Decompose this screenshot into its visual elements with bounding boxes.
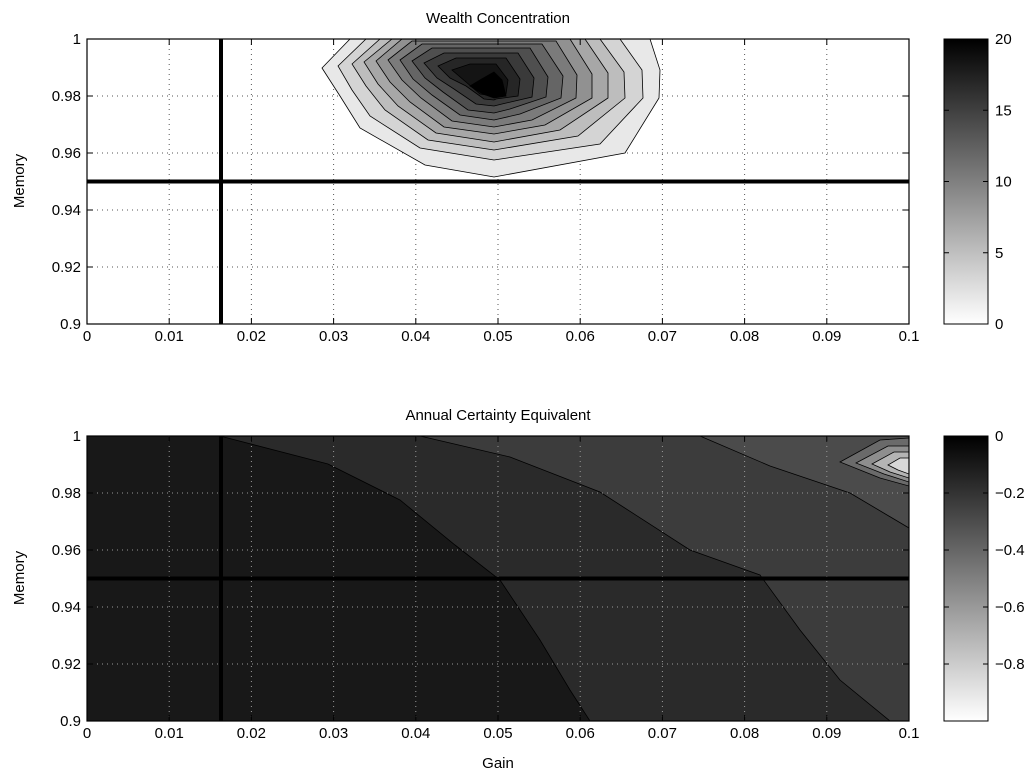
- bottom-y-tick-label: 1: [73, 428, 81, 445]
- top-x-tick-label: 0.05: [483, 328, 512, 345]
- bottom-y-tick-label: 0.96: [52, 542, 81, 559]
- top-panel: Wealth Concentration 0 0.01 0.02 0.03 0.04 0.…: [11, 10, 1012, 345]
- top-y-tick-label: 0.94: [52, 202, 81, 219]
- top-y-tick-label: 0.98: [52, 88, 81, 105]
- top-x-tick-label: 0.08: [730, 328, 759, 345]
- bottom-colorbar-tick-label: −0.4: [995, 542, 1025, 559]
- bottom-colorbar-tick-label: −0.6: [995, 599, 1025, 616]
- bottom-x-tick-label: 0.05: [483, 725, 512, 742]
- bottom-x-axis-label: Gain: [482, 755, 514, 772]
- bottom-x-tick-label: 0.06: [566, 725, 595, 742]
- bottom-panel: Annual Certainty Equivalent 0 0.01 0.02 0.0…: [11, 407, 1025, 772]
- top-colorbar-tick-label: 15: [995, 102, 1012, 119]
- bottom-gridlines: [87, 436, 909, 721]
- top-x-tick-label: 0.02: [237, 328, 266, 345]
- top-x-tick-label: 0.07: [648, 328, 677, 345]
- bottom-chart-title: Annual Certainty Equivalent: [405, 407, 591, 424]
- bottom-y-tick-label: 0.92: [52, 656, 81, 673]
- top-x-tick-label: 0.03: [319, 328, 348, 345]
- bottom-x-tick-label: 0: [83, 725, 91, 742]
- top-axis-ticks: 0 0.01 0.02 0.03 0.04 0.05 0.06 0.07 0.08 0.09 0.1…: [52, 31, 920, 345]
- bottom-axis-ticks: 0 0.01 0.02 0.03 0.04 0.05 0.06 0.07 0.08 0.09 0.1…: [52, 428, 920, 742]
- bottom-x-tick-label: 0.08: [730, 725, 759, 742]
- bottom-y-tick-label: 0.9: [60, 713, 81, 730]
- top-x-tick-label: 0.06: [566, 328, 595, 345]
- top-colorbar-tick-label: 5: [995, 245, 1003, 262]
- top-x-tick-label: 0.1: [899, 328, 920, 345]
- bottom-x-tick-label: 0.01: [155, 725, 184, 742]
- top-y-axis-label: Memory: [11, 153, 28, 208]
- top-x-tick-label: 0.01: [155, 328, 184, 345]
- top-x-tick-label: 0: [83, 328, 91, 345]
- bottom-x-tick-label: 0.03: [319, 725, 348, 742]
- bottom-x-tick-label: 0.04: [401, 725, 430, 742]
- top-x-tick-label: 0.04: [401, 328, 430, 345]
- top-contours: [321, 39, 661, 178]
- top-y-tick-label: 0.9: [60, 316, 81, 333]
- bottom-x-tick-label: 0.1: [899, 725, 920, 742]
- bottom-colorbar-tick-label: −0.2: [995, 485, 1025, 502]
- top-colorbar-tick-label: 10: [995, 174, 1012, 191]
- bottom-x-tick-label: 0.02: [237, 725, 266, 742]
- top-y-tick-label: 1: [73, 31, 81, 48]
- top-chart-title: Wealth Concentration: [426, 10, 570, 27]
- bottom-colorbar-ticks: 0 −0.2 −0.4 −0.6 −0.8: [944, 428, 1025, 673]
- bottom-colorbar: [943, 435, 989, 722]
- top-colorbar: [943, 38, 989, 325]
- top-x-tick-label: 0.09: [812, 328, 841, 345]
- bottom-x-tick-label: 0.09: [812, 725, 841, 742]
- bottom-colorbar-tick-label: −0.8: [995, 656, 1025, 673]
- bottom-y-axis-label: Memory: [11, 550, 28, 605]
- top-y-tick-label: 0.96: [52, 145, 81, 162]
- bottom-corner-peak-4: [887, 457, 909, 475]
- top-y-tick-label: 0.92: [52, 259, 81, 276]
- bottom-y-tick-label: 0.98: [52, 485, 81, 502]
- top-colorbar-tick-label: 20: [995, 31, 1012, 48]
- top-contour-peak: [469, 71, 507, 99]
- bottom-y-tick-label: 0.94: [52, 599, 81, 616]
- bottom-x-tick-label: 0.07: [648, 725, 677, 742]
- top-colorbar-ticks: 0 5 10 15 20: [944, 31, 1012, 333]
- bottom-colorbar-tick-label: 0: [995, 428, 1003, 445]
- top-colorbar-tick-label: 0: [995, 316, 1003, 333]
